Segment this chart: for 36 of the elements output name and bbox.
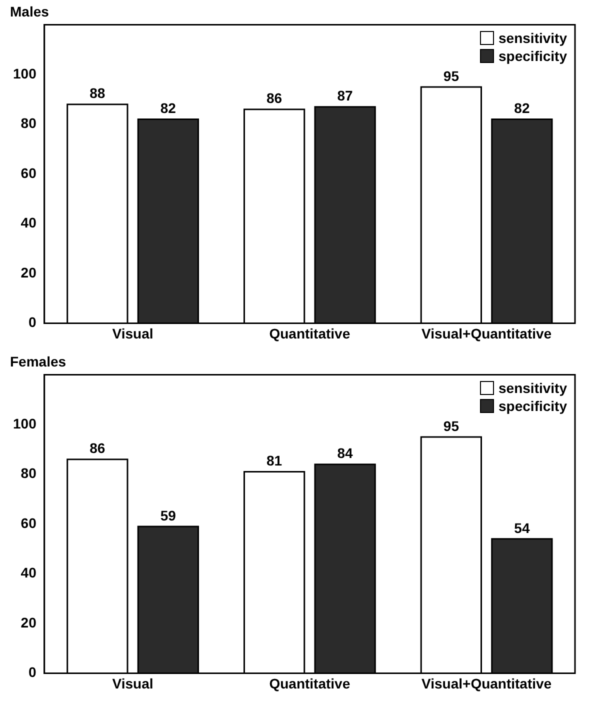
y-tick-label: 0 [28,664,37,680]
data-label: 54 [514,520,530,536]
data-label: 87 [337,88,354,104]
data-label: 88 [90,85,106,102]
data-label: 82 [160,100,176,116]
y-tick-label: 100 [13,415,37,432]
y-tick-label: 60 [20,164,37,181]
x-tick-label: Visual+Quantitative [422,675,552,692]
y-tick-label: 20 [20,614,37,630]
y-tick-label: 100 [13,65,37,82]
data-label: 84 [337,445,354,462]
data-label: 59 [160,507,176,524]
chart-title: Females [10,353,66,370]
legend-label: specificity [498,46,567,65]
chart-title: Males [10,3,50,20]
legend-label: sensitivity [498,378,567,397]
data-label: 95 [443,418,460,434]
legend-label: sensitivity [498,28,567,47]
x-tick-label: Visual [112,675,154,692]
y-tick-label: 0 [28,314,37,330]
y-tick-label: 60 [20,514,37,531]
y-tick-label: 80 [20,115,37,132]
y-tick-label: 80 [20,465,37,482]
y-tick-label: 40 [20,564,37,581]
data-label: 81 [266,452,282,469]
data-label: 86 [266,90,282,106]
legend-label: specificity [498,396,567,415]
x-tick-label: Quantitative [269,325,350,342]
data-label: 82 [514,100,530,116]
data-label: 95 [443,68,460,84]
y-tick-label: 40 [20,214,37,231]
x-tick-label: Visual [112,325,154,342]
y-tick-label: 20 [20,264,37,280]
x-tick-label: Visual+Quantitative [422,325,552,342]
x-tick-label: Quantitative [269,675,350,692]
data-label: 86 [90,440,106,456]
